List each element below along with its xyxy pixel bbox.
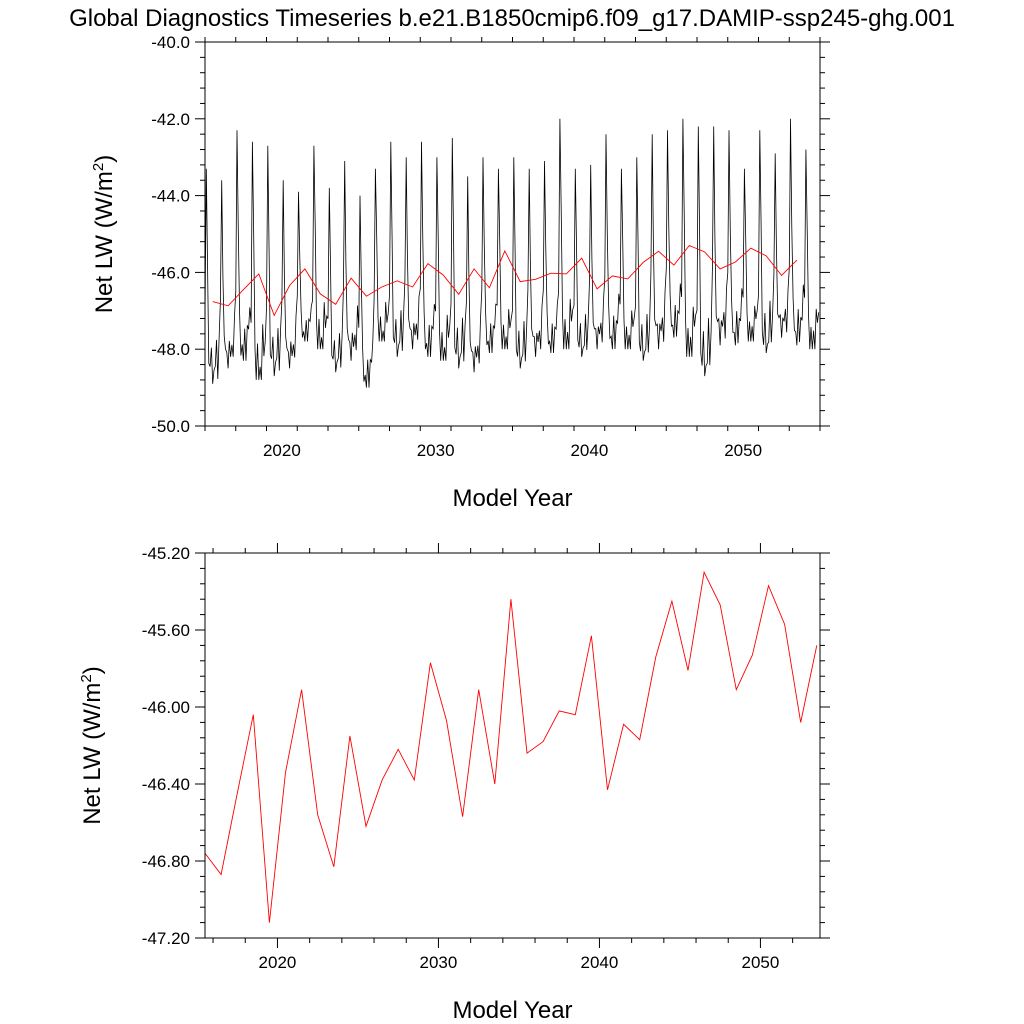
x-tick-label: 2030: [417, 441, 455, 460]
y-tick-label: -44.0: [151, 187, 190, 206]
y-tick-label: -50.0: [151, 417, 190, 436]
annual-mean-series-line: [205, 570, 818, 923]
bottom-panel: 2020 2030 2040 2050 -47.20 -46.80 -46.40 -46.00…: [78, 543, 830, 1024]
y-tick-label: -46.80: [142, 852, 190, 871]
annual-mean-series-line: [212, 244, 798, 317]
top-panel: 2020 2030 2040 2050 -50.0 -48.0 -46.0 -44.0 -42.…: [90, 33, 830, 512]
y-tick-label: -45.60: [142, 621, 190, 640]
figure-title: Global Diagnostics Timeseries b.e21.B185…: [69, 5, 955, 32]
x-axis-label: Model Year: [452, 997, 572, 1024]
y-tick-label: -42.0: [151, 110, 190, 129]
plot-frame: [204, 552, 821, 939]
y-tick-label: -46.0: [151, 263, 190, 282]
x-tick-label: 2050: [724, 441, 762, 460]
x-tick-label: 2050: [742, 953, 780, 972]
y-tick-label: -40.0: [151, 33, 190, 52]
y-axis-label: Net LW (W/m2): [90, 155, 118, 314]
x-tick-label: 2040: [581, 953, 619, 972]
y-tick-label: -47.20: [142, 929, 190, 948]
y-tick-label: -48.0: [151, 340, 190, 359]
y-tick-label: -46.00: [142, 698, 190, 717]
x-tick-label: 2030: [420, 953, 458, 972]
monthly-series-line: [205, 118, 820, 388]
y-tick-label: -45.20: [142, 544, 190, 563]
x-tick-label: 2020: [259, 953, 297, 972]
y-axis-label: Net LW (W/m2): [78, 666, 106, 825]
x-axis-label: Model Year: [452, 485, 572, 512]
y-tick-label: -46.40: [142, 775, 190, 794]
x-tick-label: 2040: [570, 441, 608, 460]
x-tick-label: 2020: [263, 441, 301, 460]
